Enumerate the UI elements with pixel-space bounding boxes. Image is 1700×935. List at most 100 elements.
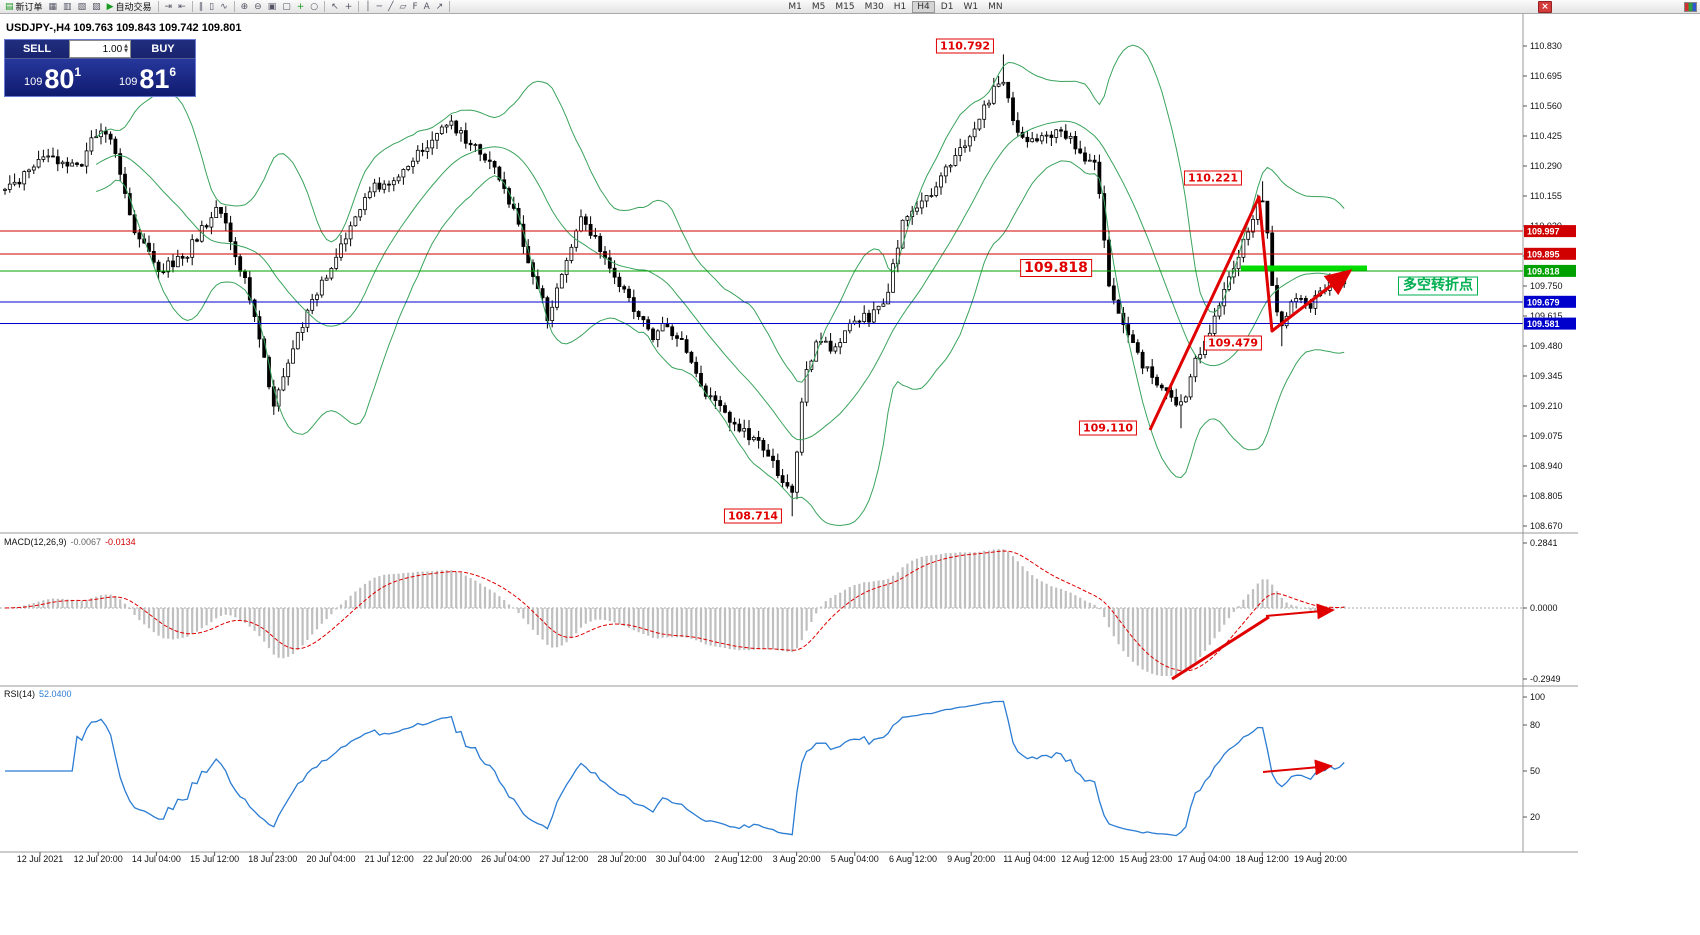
timeframe-m15-button[interactable]: M15 (835, 1, 855, 12)
price-tag: 109.997 (1527, 227, 1560, 237)
red-trend-arrow (1262, 759, 1333, 776)
horizontal-line-icon[interactable]: ─ (375, 1, 384, 13)
price-tag: 109.679 (1527, 297, 1560, 307)
price-axis-label: 109.750 (1530, 281, 1563, 291)
zoom-in-icon[interactable]: ⊕ (239, 1, 251, 13)
time-axis-label: 28 Jul 20:00 (597, 854, 646, 864)
new-chart-icon: ▢ (282, 1, 291, 12)
auto-trading-label: 自动交易 (115, 2, 152, 12)
timeframe-m1-button[interactable]: M1 (788, 1, 802, 12)
volume-value: 1.00 (102, 43, 123, 55)
price-axis-label: 108.670 (1530, 521, 1563, 531)
new-order-label: 新订单 (15, 2, 43, 12)
one-click-trade-panel: SELL 1.00 ▲ ▼ BUY 109 80 1 109 81 6 (4, 39, 196, 97)
candlestick-chart-icon[interactable]: ▯ (207, 1, 216, 13)
arrow-tool-icon: ↗ (435, 1, 444, 12)
auto-scroll-icon[interactable]: ⇤ (176, 1, 188, 13)
time-axis-label: 22 Jul 20:00 (423, 854, 472, 864)
market-watch-icon[interactable]: ▥ (61, 1, 74, 13)
zoom-out-icon[interactable]: ⊖ (252, 1, 264, 13)
time-axis-label: 15 Jul 12:00 (190, 854, 239, 864)
horizontal-level-lines[interactable] (0, 230, 1523, 325)
new-order-icon: ▤ (5, 1, 14, 12)
timeframe-w1-button[interactable]: W1 (963, 1, 979, 12)
periods-icon[interactable]: ○ (308, 1, 320, 13)
close-icon[interactable]: × (1538, 0, 1552, 13)
price-axis-label: 108.805 (1530, 491, 1563, 501)
macd-axis-label: 0.0000 (1530, 603, 1558, 613)
new-chart-icon[interactable]: ▢ (280, 1, 293, 13)
bar-chart-icon: ∥ (198, 1, 204, 12)
time-axis-label: 18 Jul 23:00 (248, 854, 297, 864)
sell-button[interactable]: SELL (22, 43, 52, 55)
time-axis-label: 15 Aug 23:00 (1119, 854, 1172, 864)
macd-axis-label: 0.2841 (1530, 538, 1558, 548)
chart-title: USDJPY-,H4 109.763 109.843 109.742 109.8… (6, 22, 242, 34)
cursor-icon[interactable]: ↖ (329, 1, 341, 13)
time-axis-label: 30 Jul 04:00 (656, 854, 705, 864)
timeframe-m30-button[interactable]: M30 (864, 1, 884, 12)
price-axis-label: 110.425 (1530, 131, 1562, 141)
indicators-add-icon: + (296, 1, 305, 12)
toolbar: ▤ 新订单 ▦ ▥ ▧ ▨ ▶ 自动交易 ⇥ ⇤ ∥ ▯ ∿ ⊕ ⊖ ▣ ▢ + ○ ↖ + │ ─ ╱ ▱ F A ↗ M1 M5 M15… (0, 0, 1700, 14)
time-axis-label: 6 Aug 12:00 (889, 854, 937, 864)
candlestick-chart-icon: ▯ (209, 1, 215, 12)
timeframe-m5-button[interactable]: M5 (811, 1, 826, 12)
line-chart-icon: ∿ (220, 1, 228, 12)
periods-icon: ○ (310, 1, 319, 12)
terminal-icon[interactable]: ▨ (90, 1, 103, 13)
line-chart-icon[interactable]: ∿ (218, 1, 230, 13)
zoom-in-icon: ⊕ (240, 1, 249, 12)
bar-chart-icon[interactable]: ∥ (197, 1, 206, 13)
text-label-icon[interactable]: A (422, 1, 432, 13)
rsi-panel (5, 700, 1345, 837)
crosshair-icon[interactable]: + (343, 1, 355, 13)
time-axis-label: 12 Jul 20:00 (74, 854, 123, 864)
trendline-icon[interactable]: ╱ (386, 1, 395, 13)
time-axis-label: 17 Aug 04:00 (1177, 854, 1230, 864)
rsi-axis-label: 100 (1530, 692, 1545, 702)
app-icon[interactable] (1684, 1, 1697, 12)
buy-price[interactable]: 109 81 6 (118, 64, 177, 94)
timeframe-mn-button[interactable]: MN (988, 1, 1003, 12)
price-axis-label: 110.560 (1530, 101, 1562, 111)
timeframe-d1-button[interactable]: D1 (940, 1, 954, 12)
candlesticks (3, 54, 1347, 517)
price-axis-label: 109.615 (1530, 311, 1563, 321)
macd-panel (0, 549, 1523, 676)
price-tag: 109.818 (1527, 266, 1560, 276)
close-icon: × (1541, 1, 1549, 12)
volume-field[interactable]: 1.00 ▲ ▼ (69, 40, 131, 58)
price-axis-label: 109.210 (1530, 401, 1563, 411)
price-tag: 109.895 (1527, 249, 1560, 259)
fibonacci-retracement-icon[interactable]: F (410, 1, 419, 13)
toolbar-separator (191, 1, 193, 12)
price-axis-label: 110.290 (1530, 161, 1562, 171)
indicators-add-icon[interactable]: + (295, 1, 307, 13)
red-trend-arrow (1265, 603, 1335, 620)
toolbar-separator (157, 1, 159, 12)
tile-windows-icon[interactable]: ▣ (266, 1, 279, 13)
timeframe-h4-button[interactable]: H4 (912, 0, 935, 13)
time-axis: 12 Jul 2021 12 Jul 20:00 14 Jul 04:00 15 Ju… (17, 852, 1347, 864)
sell-price[interactable]: 109 80 1 (23, 64, 82, 94)
charts-icon[interactable]: ▦ (47, 1, 60, 13)
market-watch-icon: ▥ (63, 1, 72, 12)
navigator-icon[interactable]: ▧ (76, 1, 89, 13)
buy-button[interactable]: BUY (151, 43, 175, 55)
toolbar-separator (358, 1, 360, 12)
equidistant-channel-icon[interactable]: ▱ (398, 1, 409, 13)
trend-arrows[interactable] (1148, 195, 1353, 776)
timeframe-h1-button[interactable]: H1 (893, 1, 907, 12)
price-axis-label: 109.075 (1530, 431, 1563, 441)
shift-chart-end-icon[interactable]: ⇥ (163, 1, 175, 13)
equidistant-channel-icon: ▱ (399, 1, 407, 12)
time-axis-label: 18 Aug 12:00 (1236, 854, 1289, 864)
vertical-line-icon[interactable]: │ (363, 1, 372, 13)
auto-trading-button[interactable]: ▶ 自动交易 (105, 1, 154, 13)
volume-spinner[interactable]: ▲ ▼ (124, 43, 128, 54)
crosshair-icon: + (344, 1, 353, 12)
arrow-tool-icon[interactable]: ↗ (434, 1, 446, 13)
new-order-button[interactable]: ▤ 新订单 (3, 1, 45, 13)
